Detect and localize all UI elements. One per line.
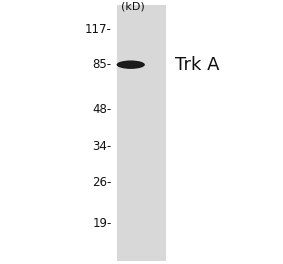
Text: 48-: 48-: [93, 103, 112, 116]
Ellipse shape: [117, 60, 145, 69]
Text: 117-: 117-: [85, 22, 112, 36]
Text: 85-: 85-: [93, 58, 112, 71]
Bar: [117, 5, 166, 261]
Text: 26-: 26-: [93, 176, 112, 189]
Text: 34-: 34-: [93, 140, 112, 153]
Text: 19-: 19-: [93, 216, 112, 230]
Text: Trk A: Trk A: [175, 56, 220, 74]
Text: (kD): (kD): [121, 2, 145, 12]
